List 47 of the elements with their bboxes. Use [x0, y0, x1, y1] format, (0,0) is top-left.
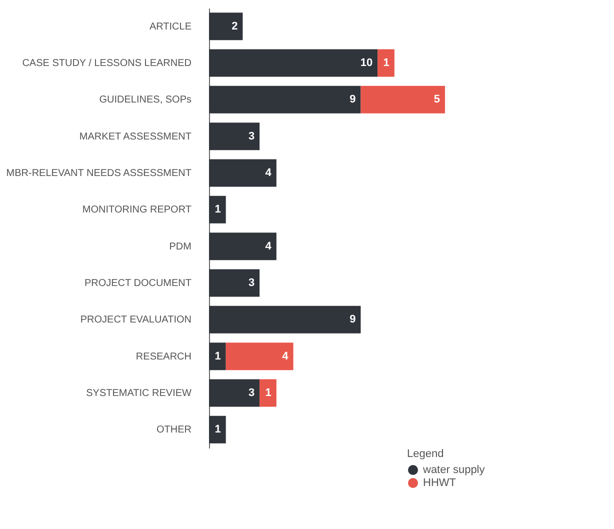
data-label: 1 — [214, 204, 221, 216]
data-label: 3 — [248, 277, 255, 289]
bar — [209, 159, 276, 187]
data-label: 4 — [265, 240, 272, 252]
data-label: 3 — [248, 387, 255, 399]
data-label: 3 — [248, 130, 255, 142]
bar — [260, 379, 276, 407]
bar — [209, 306, 361, 334]
bar — [209, 122, 260, 150]
data-label: 2 — [232, 20, 238, 32]
data-label: 4 — [265, 167, 272, 179]
bar — [209, 232, 276, 260]
bar — [209, 196, 226, 224]
y-tick-label: GUIDELINES, SOPs — [99, 94, 192, 106]
data-label: 10 — [360, 57, 373, 69]
y-tick-label: MARKET ASSESSMENT — [79, 131, 192, 142]
y-tick-label: MBR-RELEVANT NEEDS ASSESSMENT — [6, 168, 192, 179]
data-label: 1 — [383, 57, 390, 69]
y-tick-label: CASE STUDY / LESSONS LEARNED — [22, 58, 192, 69]
bar — [209, 86, 361, 114]
y-tick-label: ARTICLE — [149, 21, 192, 32]
y-tick-label: PROJECT DOCUMENT — [84, 278, 192, 289]
bar — [209, 49, 378, 77]
data-label: 1 — [265, 387, 272, 399]
bar — [360, 86, 445, 114]
data-label: 9 — [350, 94, 356, 106]
legend-label: HHWT — [423, 477, 456, 489]
bar — [226, 342, 294, 370]
y-tick-label: SYSTEMATIC REVIEW — [86, 388, 192, 399]
bar — [209, 379, 260, 407]
y-tick-label: PROJECT EVALUATION — [80, 314, 192, 326]
bar — [209, 12, 243, 40]
data-label: 9 — [350, 314, 356, 326]
y-tick-label: PDM — [169, 241, 192, 252]
bar — [378, 49, 394, 77]
legend-label: water supply — [422, 464, 486, 476]
legend-title: Legend — [407, 448, 444, 460]
bar — [209, 269, 260, 297]
data-label: 1 — [214, 424, 221, 436]
y-tick-label: RESEARCH — [136, 351, 192, 362]
data-label: 4 — [282, 350, 290, 362]
y-tick-label: MONITORING REPORT — [82, 204, 192, 216]
bar — [209, 342, 226, 370]
data-label: 5 — [434, 94, 440, 106]
data-label: 1 — [214, 350, 221, 362]
bar — [209, 416, 226, 444]
y-tick-label: OTHER — [156, 424, 192, 436]
